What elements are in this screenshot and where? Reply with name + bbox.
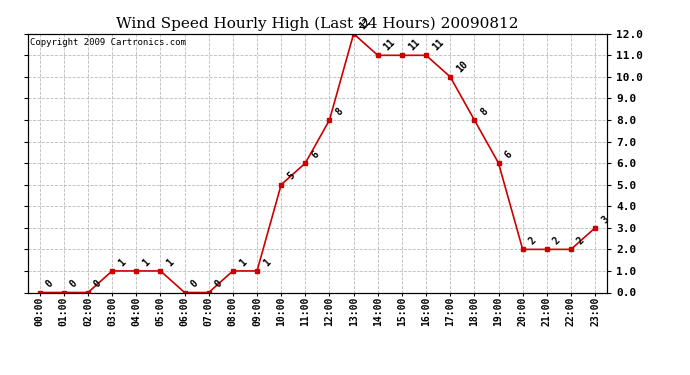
Text: 6: 6 — [503, 149, 514, 160]
Text: 8: 8 — [334, 106, 345, 117]
Text: 0: 0 — [92, 279, 104, 290]
Text: 1: 1 — [117, 257, 128, 268]
Text: 11: 11 — [406, 37, 422, 52]
Text: 0: 0 — [213, 279, 224, 290]
Text: 11: 11 — [431, 37, 446, 52]
Text: 3: 3 — [600, 214, 611, 225]
Text: 2: 2 — [527, 236, 538, 247]
Text: 1: 1 — [141, 257, 152, 268]
Text: 11: 11 — [382, 37, 397, 52]
Text: 8: 8 — [479, 106, 490, 117]
Text: 5: 5 — [286, 171, 297, 182]
Text: Copyright 2009 Cartronics.com: Copyright 2009 Cartronics.com — [30, 38, 186, 46]
Text: 6: 6 — [310, 149, 321, 160]
Text: 0: 0 — [189, 279, 200, 290]
Text: 2: 2 — [575, 236, 586, 247]
Text: 12: 12 — [358, 16, 373, 31]
Text: 0: 0 — [44, 279, 55, 290]
Title: Wind Speed Hourly High (Last 24 Hours) 20090812: Wind Speed Hourly High (Last 24 Hours) 2… — [116, 17, 519, 31]
Text: 0: 0 — [68, 279, 79, 290]
Text: 10: 10 — [455, 59, 470, 74]
Text: 1: 1 — [262, 257, 273, 268]
Text: 2: 2 — [551, 236, 562, 247]
Text: 1: 1 — [165, 257, 176, 268]
Text: 1: 1 — [237, 257, 248, 268]
